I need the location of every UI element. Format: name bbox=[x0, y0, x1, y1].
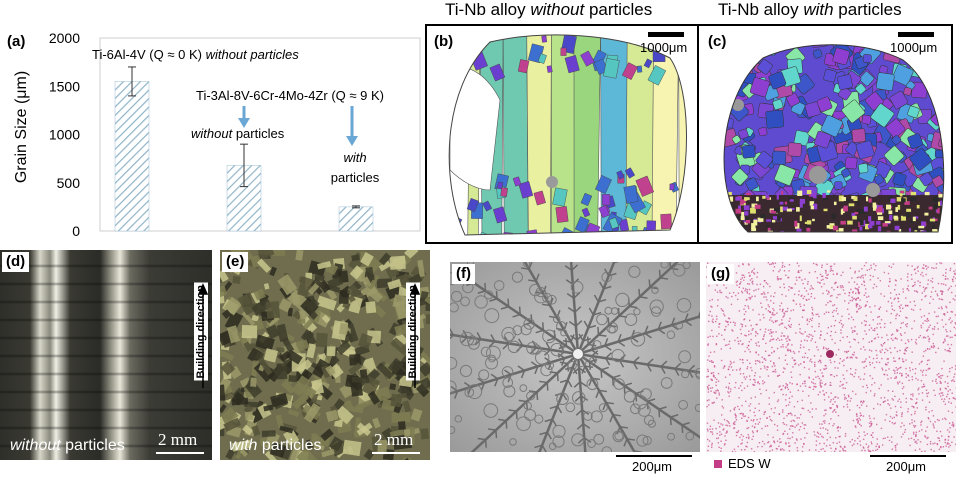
eds-legend: EDS W bbox=[714, 456, 771, 471]
y-tick-label: 1500 bbox=[49, 78, 80, 94]
grain-size-chart: 0 500 1000 1500 2000 bbox=[49, 30, 421, 239]
annotation-ti6al4v-text: Ti-6Al-4V (Q ≈ 0 K) bbox=[92, 47, 202, 62]
sem-dendrite-image bbox=[450, 262, 700, 452]
caption-e-em: with bbox=[229, 437, 258, 454]
panel-label-e: (e) bbox=[222, 252, 249, 272]
caption-d: without particles bbox=[10, 437, 125, 455]
annotation-with-text: particles bbox=[330, 170, 380, 185]
annotation-ti6al4v-em: without particles bbox=[205, 47, 299, 62]
panel-label-g: (g) bbox=[707, 264, 735, 284]
ebsd-divider bbox=[697, 24, 699, 244]
y-tick-label: 2000 bbox=[49, 30, 80, 46]
scalebar-b bbox=[648, 32, 684, 37]
ebsd-map-without-particles bbox=[448, 34, 687, 236]
ebsd-frame bbox=[425, 24, 953, 244]
annotation-without-particles: without particles bbox=[191, 126, 284, 141]
panel-label-d: (d) bbox=[2, 252, 30, 272]
panel-label-b: (b) bbox=[430, 32, 458, 52]
annotation-arrow bbox=[346, 106, 358, 146]
scalebar-b-label: 1000μm bbox=[640, 40, 688, 55]
y-tick-label: 0 bbox=[72, 223, 80, 239]
annotation-arrow bbox=[238, 106, 250, 128]
bar bbox=[338, 206, 374, 232]
scalebar-g bbox=[870, 455, 946, 457]
scalebar-e bbox=[372, 452, 420, 454]
y-tick-label: 1000 bbox=[49, 127, 80, 143]
error-bar bbox=[352, 205, 360, 209]
scalebar-f-label: 200μm bbox=[632, 459, 673, 474]
error-bar bbox=[128, 66, 136, 97]
title-right-prefix: Ti-Nb alloy bbox=[718, 0, 804, 19]
panel-label-c: (c) bbox=[704, 32, 731, 52]
scalebar-d bbox=[156, 452, 204, 454]
annotation-with-particles: with particles bbox=[325, 148, 385, 188]
annotation-ti3al: Ti-3Al-8V-6Cr-4Mo-4Zr (Q ≈ 9 K) bbox=[196, 88, 384, 103]
optical-micrograph-without-particles bbox=[0, 250, 212, 460]
title-with-particles: Ti-Nb alloy with particles bbox=[718, 0, 902, 20]
caption-d-text: particles bbox=[60, 437, 125, 454]
caption-e: with particles bbox=[229, 437, 321, 455]
annotation-ti6al4v: Ti-6Al-4V (Q ≈ 0 K) without particles bbox=[92, 47, 299, 62]
panel-label-a: (a) bbox=[7, 33, 26, 50]
annotation-without-em: without bbox=[191, 126, 233, 141]
scalebar-g-label: 200μm bbox=[886, 459, 927, 474]
title-right-suffix: particles bbox=[833, 0, 902, 19]
title-left-prefix: Ti-Nb alloy bbox=[445, 0, 531, 19]
eds-legend-text: EDS W bbox=[728, 456, 771, 471]
scalebar-f bbox=[616, 455, 692, 457]
chart-panel: 0 500 1000 1500 2000 bbox=[0, 26, 425, 241]
caption-d-em: without bbox=[10, 437, 61, 454]
scalebar-e-label: 2 mm bbox=[374, 430, 414, 449]
eds-map-w bbox=[706, 262, 956, 452]
ebsd-map-with-particles bbox=[723, 44, 945, 233]
annotation-with-em: with bbox=[343, 150, 367, 165]
title-left-suffix: particles bbox=[584, 0, 653, 19]
scalebar-d-label: 2 mm bbox=[158, 430, 198, 449]
annotation-without-text: particles bbox=[235, 126, 285, 141]
y-tick-label: 500 bbox=[57, 175, 81, 191]
bar bbox=[114, 81, 150, 232]
panel-label-f: (f) bbox=[452, 264, 475, 284]
caption-e-text: particles bbox=[257, 437, 322, 454]
scalebar-c bbox=[898, 32, 934, 37]
title-left-em: without bbox=[530, 0, 585, 19]
eds-legend-swatch bbox=[714, 460, 722, 468]
title-without-particles: Ti-Nb alloy without particles bbox=[445, 0, 652, 20]
error-bar bbox=[240, 143, 248, 188]
scalebar-c-label: 1000μm bbox=[890, 40, 938, 55]
title-right-em: with bbox=[803, 0, 834, 19]
